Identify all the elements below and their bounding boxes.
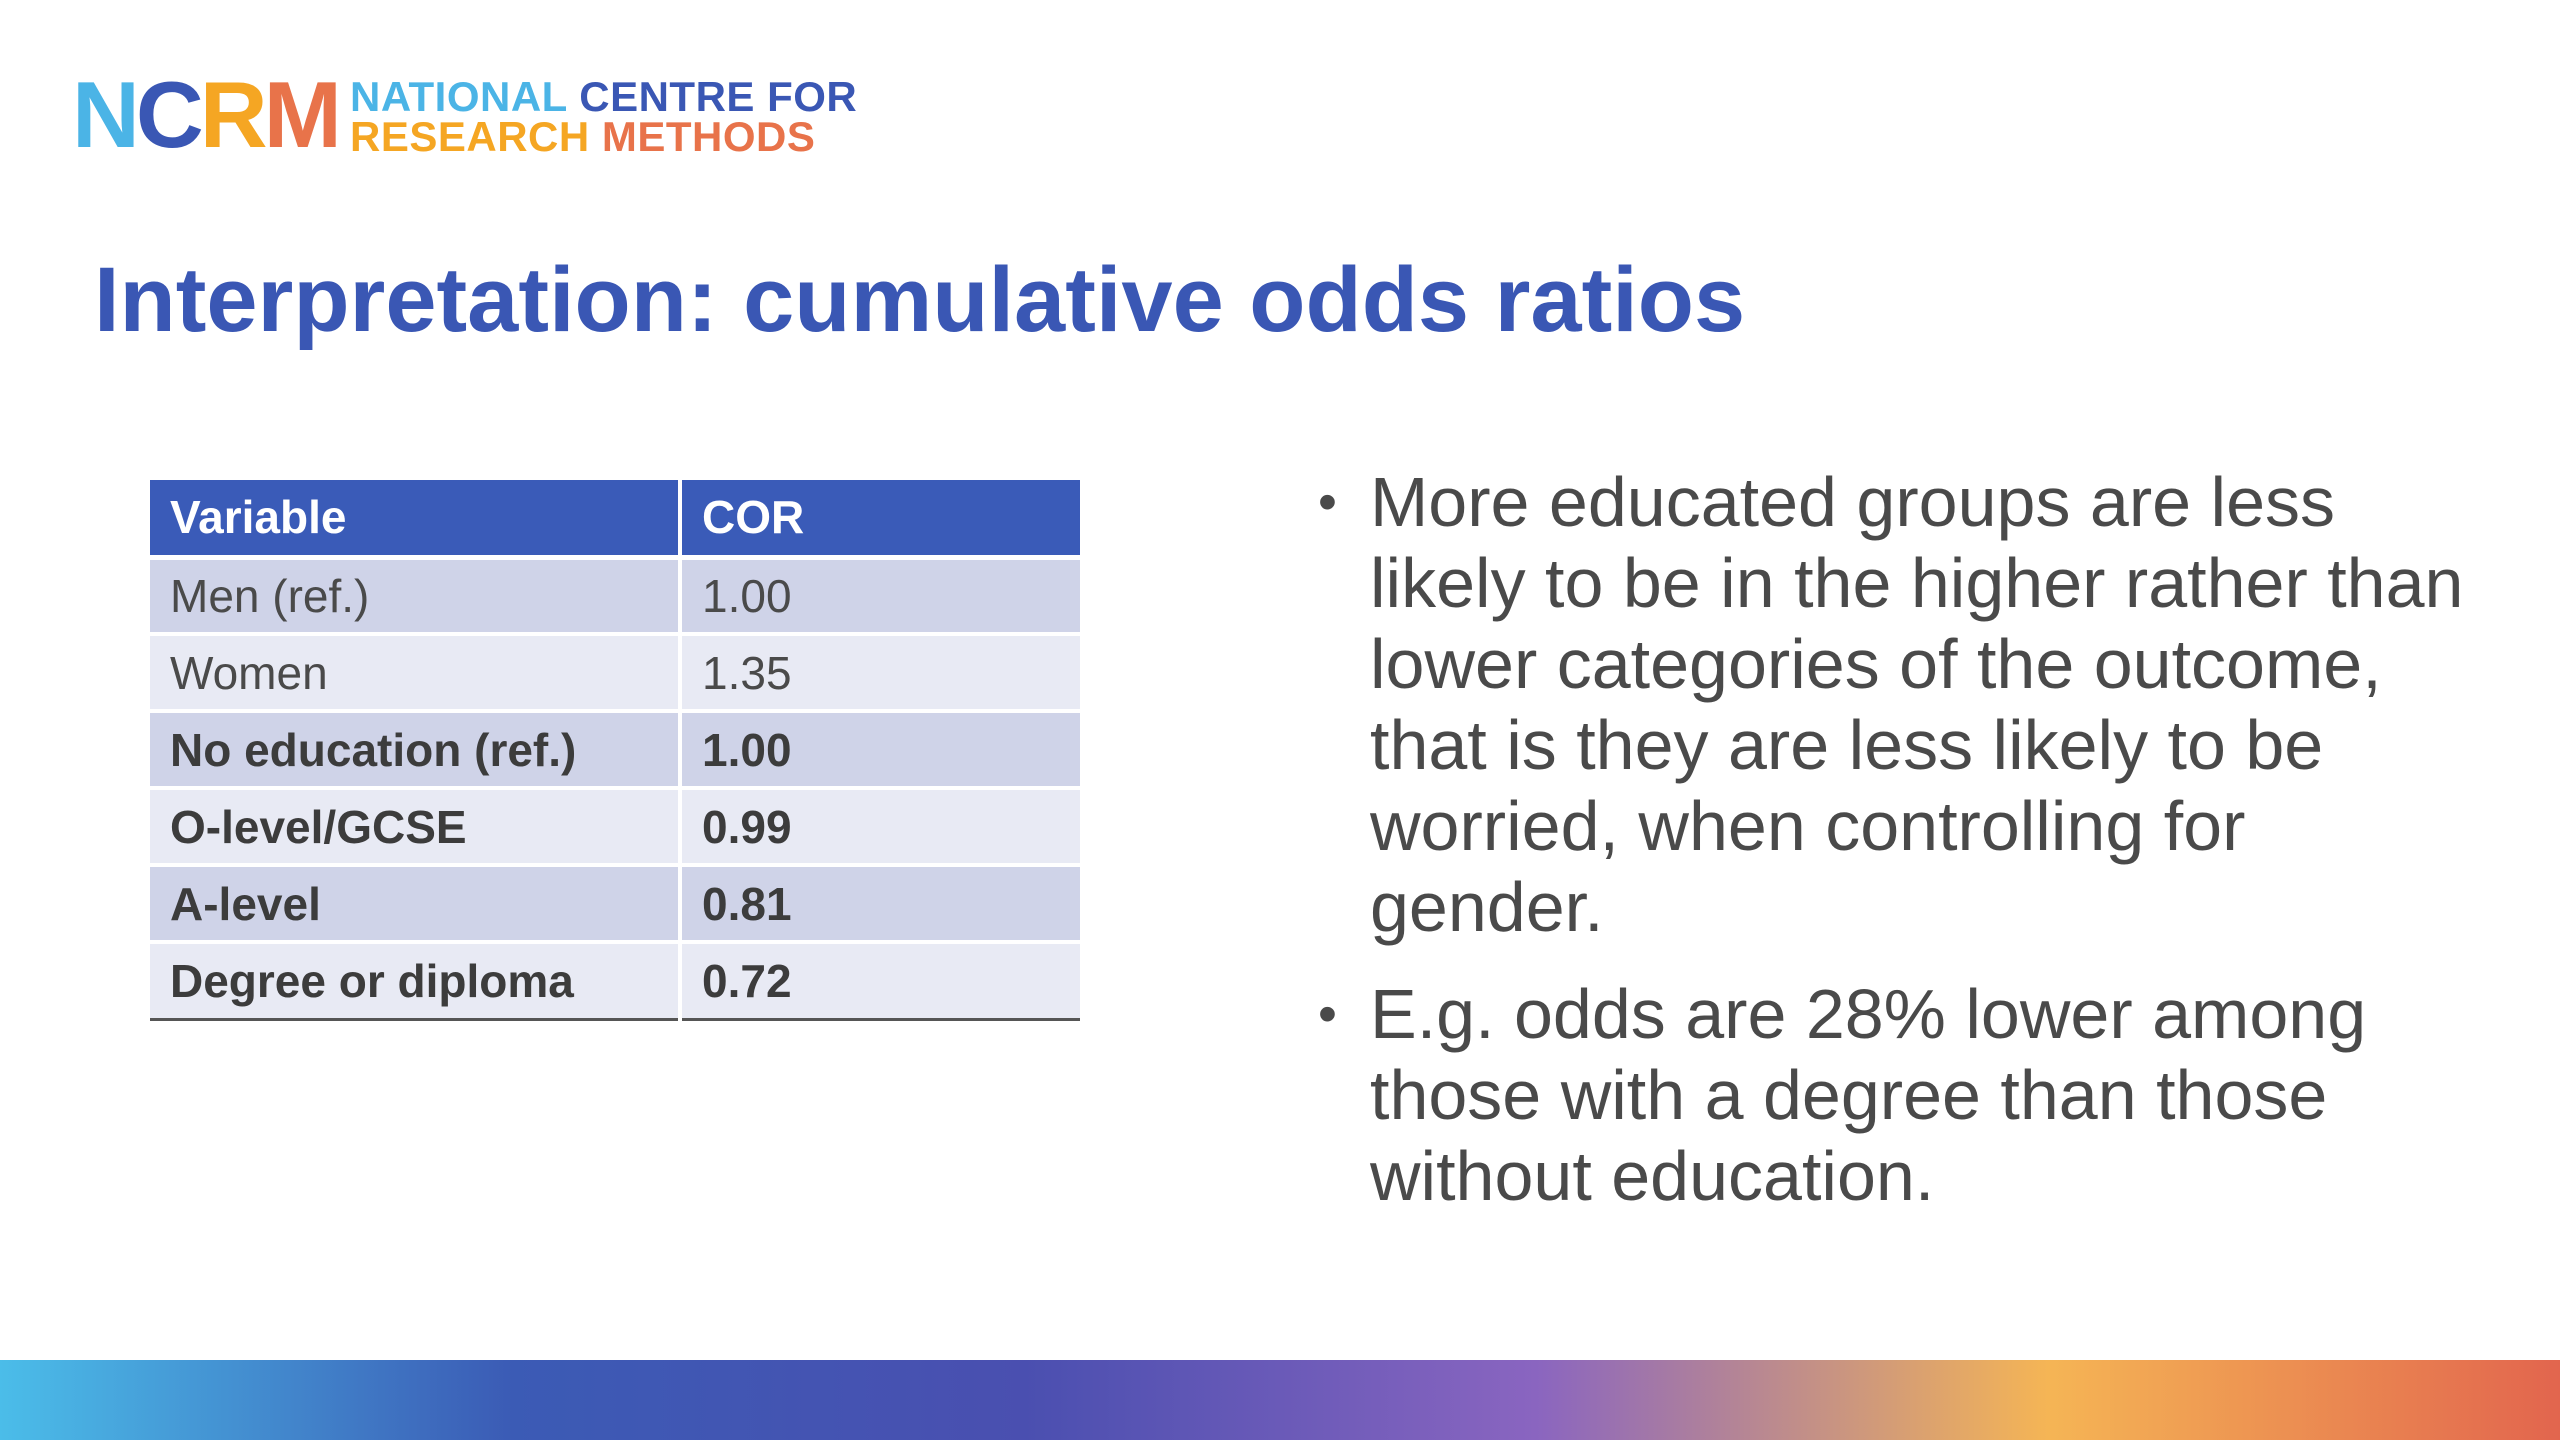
table-row: A-level 0.81 (150, 865, 1080, 944)
logo-letter-r: R (199, 62, 268, 167)
logo-wordmark: NATIONAL CENTRE FOR RESEARCH METHODS (350, 76, 857, 158)
bullet-text: E.g. odds are 28% lower among those with… (1370, 975, 2367, 1215)
logo-letter-c: C (135, 62, 204, 167)
cell-variable: Men (ref.) (150, 557, 682, 636)
cell-variable: Degree or diploma (150, 942, 682, 1021)
bullet-list: • More educated groups are less likely t… (1318, 462, 2498, 1243)
cell-variable: A-level (150, 865, 682, 944)
table-header-row: Variable COR (150, 480, 1080, 560)
cell-cor: 0.81 (680, 865, 1080, 944)
header-cor: COR (680, 480, 1080, 560)
header-variable: Variable (150, 480, 682, 560)
logo-letter-n: N (72, 62, 140, 167)
bottom-gradient-bar (0, 1360, 2560, 1440)
slide-title: Interpretation: cumulative odds ratios (94, 249, 1746, 351)
cor-table: Variable COR Men (ref.) 1.00 Women 1.35 … (150, 480, 1080, 1021)
logo-letter-m: M (263, 62, 342, 167)
table-row: O-level/GCSE 0.99 (150, 788, 1080, 867)
cell-cor: 1.00 (680, 711, 1080, 790)
bullet-dot-icon: • (1318, 472, 1337, 532)
bullet-text: More educated groups are less likely to … (1370, 463, 2464, 946)
cell-variable: O-level/GCSE (150, 788, 682, 867)
logo-line-1: NATIONAL CENTRE FOR (350, 76, 857, 118)
logo-word-methods: METHODS (601, 113, 816, 160)
table-row: Women 1.35 (150, 634, 1080, 713)
logo-word-research: RESEARCH (349, 113, 602, 160)
cell-cor: 1.35 (680, 634, 1080, 713)
logo-line-2: RESEARCH METHODS (350, 116, 857, 158)
table-row: No education (ref.) 1.00 (150, 711, 1080, 790)
cell-cor: 0.72 (680, 942, 1080, 1021)
ncrm-logo: N C R M NATIONAL CENTRE FOR RESEARCH MET… (72, 68, 857, 162)
cell-variable: No education (ref.) (150, 711, 682, 790)
table-row: Degree or diploma 0.72 (150, 942, 1080, 1021)
bullet-dot-icon: • (1318, 984, 1337, 1044)
cell-cor: 1.00 (680, 557, 1080, 636)
bullet-item: • More educated groups are less likely t… (1318, 462, 2498, 948)
logo-mark: N C R M (72, 68, 342, 162)
bullet-item: • E.g. odds are 28% lower among those wi… (1318, 974, 2498, 1217)
logo-word-centre-for: CENTRE FOR (579, 73, 858, 120)
cell-variable: Women (150, 634, 682, 713)
table-row: Men (ref.) 1.00 (150, 557, 1080, 636)
cell-cor: 0.99 (680, 788, 1080, 867)
logo-word-national: NATIONAL (349, 73, 580, 120)
